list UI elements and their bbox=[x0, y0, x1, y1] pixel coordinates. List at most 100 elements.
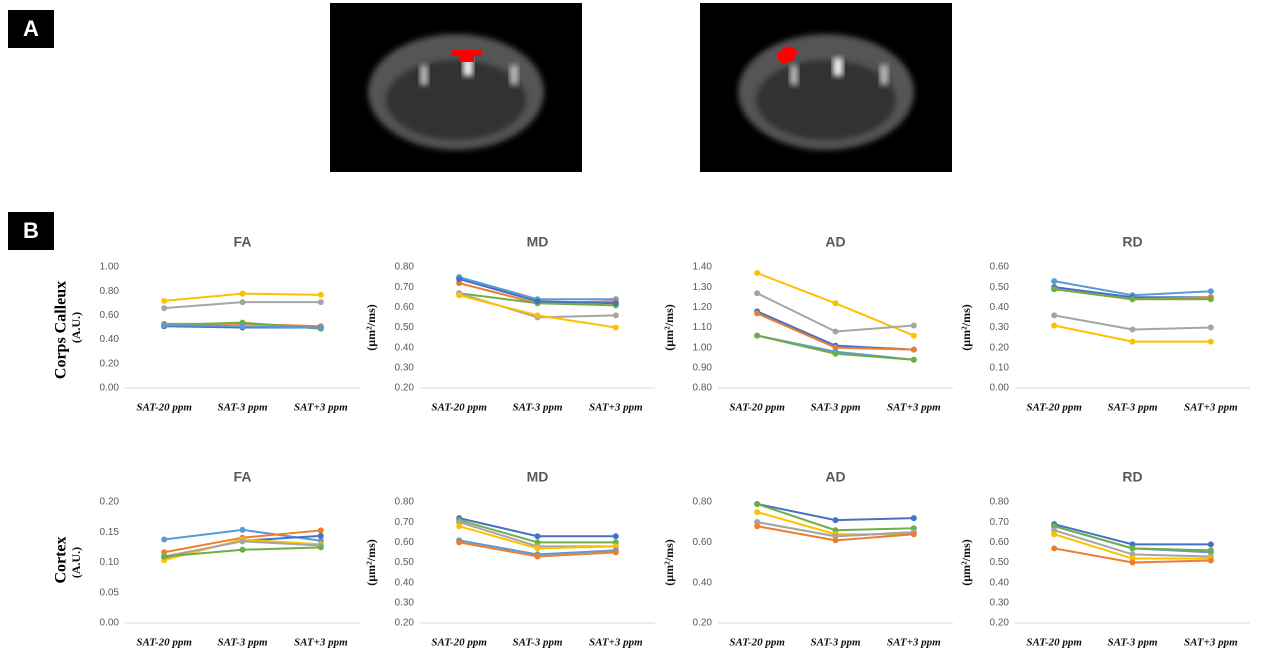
data-point bbox=[317, 532, 324, 539]
data-point bbox=[1207, 288, 1214, 295]
y-tick-label: 0.70 bbox=[990, 517, 1010, 528]
data-point bbox=[239, 290, 246, 297]
data-point bbox=[456, 292, 463, 299]
y-tick-label: 0.70 bbox=[395, 282, 415, 293]
chart-title: FA bbox=[234, 469, 252, 485]
x-tick-label: SAT-20 ppm bbox=[431, 637, 487, 649]
y-tick-label: 0.00 bbox=[990, 383, 1010, 394]
data-point bbox=[534, 545, 541, 552]
data-point bbox=[534, 312, 541, 319]
y-tick-label: 0.80 bbox=[100, 286, 120, 297]
y-tick-label: 1.00 bbox=[693, 342, 713, 353]
y-tick-label: 0.60 bbox=[395, 537, 415, 548]
data-point bbox=[1129, 559, 1136, 566]
data-point bbox=[317, 527, 324, 534]
data-point bbox=[456, 276, 463, 283]
y-tick-label: 1.40 bbox=[693, 262, 713, 273]
data-point bbox=[239, 538, 246, 545]
y-tick-label: 0.30 bbox=[990, 322, 1010, 333]
data-point bbox=[1207, 547, 1214, 554]
row-label: Cortex bbox=[53, 536, 70, 583]
y-tick-label: 0.80 bbox=[693, 497, 713, 508]
x-tick-label: SAT-20 ppm bbox=[729, 637, 785, 649]
x-tick-label: SAT-20 ppm bbox=[729, 402, 785, 414]
y-tick-label: 0.80 bbox=[693, 383, 713, 394]
data-point bbox=[1051, 312, 1058, 319]
y-axis-label: (µm²/ms) bbox=[364, 304, 378, 351]
y-tick-label: 0.40 bbox=[693, 577, 713, 588]
data-point bbox=[910, 515, 917, 522]
y-tick-label: 1.30 bbox=[693, 282, 713, 293]
data-point bbox=[754, 310, 761, 317]
x-tick-label: SAT-3 ppm bbox=[1107, 402, 1157, 414]
data-point bbox=[1129, 326, 1136, 333]
y-axis-label: (µm²/ms) bbox=[959, 304, 973, 351]
data-point bbox=[317, 324, 324, 331]
data-point bbox=[456, 539, 463, 546]
y-tick-label: 0.90 bbox=[693, 362, 713, 373]
y-tick-label: 0.40 bbox=[395, 577, 415, 588]
data-point bbox=[1051, 278, 1058, 285]
x-tick-label: SAT+3 ppm bbox=[589, 402, 643, 414]
x-tick-label: SAT+3 ppm bbox=[887, 637, 941, 649]
data-point bbox=[754, 509, 761, 516]
y-tick-label: 0.00 bbox=[100, 383, 120, 394]
data-point bbox=[1207, 324, 1214, 331]
y-tick-label: 0.20 bbox=[990, 618, 1010, 629]
y-tick-label: 0.20 bbox=[395, 618, 415, 629]
y-tick-label: 0.30 bbox=[990, 597, 1010, 608]
x-tick-label: SAT-20 ppm bbox=[1026, 637, 1082, 649]
panel-label: B bbox=[23, 218, 39, 243]
y-axis-label: (µm²/ms) bbox=[662, 304, 676, 351]
data-point bbox=[317, 299, 324, 306]
data-point bbox=[534, 298, 541, 305]
data-point bbox=[161, 322, 168, 329]
data-point bbox=[832, 328, 839, 335]
mri-image bbox=[700, 3, 952, 172]
x-tick-label: SAT+3 ppm bbox=[887, 402, 941, 414]
data-point bbox=[612, 312, 619, 319]
y-tick-label: 0.80 bbox=[395, 497, 415, 508]
data-point bbox=[1051, 286, 1058, 293]
data-point bbox=[1129, 338, 1136, 345]
data-point bbox=[832, 350, 839, 357]
x-tick-label: SAT-20 ppm bbox=[1026, 402, 1082, 414]
data-point bbox=[1207, 338, 1214, 345]
data-point bbox=[754, 332, 761, 339]
mri-image bbox=[330, 3, 582, 172]
data-point bbox=[239, 299, 246, 306]
data-point bbox=[1051, 545, 1058, 552]
data-point bbox=[612, 324, 619, 331]
data-point bbox=[910, 356, 917, 363]
y-tick-label: 0.40 bbox=[100, 334, 120, 345]
panel-label: A bbox=[23, 16, 39, 41]
data-point bbox=[239, 323, 246, 330]
y-tick-label: 1.10 bbox=[693, 322, 713, 333]
data-point bbox=[1207, 541, 1214, 548]
y-tick-label: 0.50 bbox=[395, 322, 415, 333]
y-tick-label: 0.05 bbox=[100, 587, 120, 598]
y-tick-label: 0.20 bbox=[693, 618, 713, 629]
chart-title: RD bbox=[1122, 234, 1142, 250]
x-tick-label: SAT+3 ppm bbox=[1184, 637, 1238, 649]
x-tick-label: SAT-3 ppm bbox=[217, 637, 267, 649]
data-point bbox=[161, 536, 168, 543]
y-tick-label: 0.60 bbox=[693, 537, 713, 548]
data-point bbox=[612, 300, 619, 307]
data-point bbox=[1129, 545, 1136, 552]
data-point bbox=[612, 533, 619, 540]
y-tick-label: 0.50 bbox=[395, 557, 415, 568]
chart-title: AD bbox=[825, 469, 845, 485]
y-tick-label: 0.15 bbox=[100, 527, 120, 538]
x-tick-label: SAT-3 ppm bbox=[1107, 637, 1157, 649]
y-tick-label: 0.60 bbox=[990, 262, 1010, 273]
x-tick-label: SAT-3 ppm bbox=[512, 402, 562, 414]
data-point bbox=[754, 501, 761, 508]
y-tick-label: 0.20 bbox=[100, 497, 120, 508]
data-point bbox=[317, 544, 324, 551]
y-tick-label: 0.60 bbox=[990, 537, 1010, 548]
y-tick-label: 0.40 bbox=[990, 302, 1010, 313]
data-point bbox=[161, 549, 168, 556]
row-label: Corps Calleux bbox=[53, 281, 70, 379]
